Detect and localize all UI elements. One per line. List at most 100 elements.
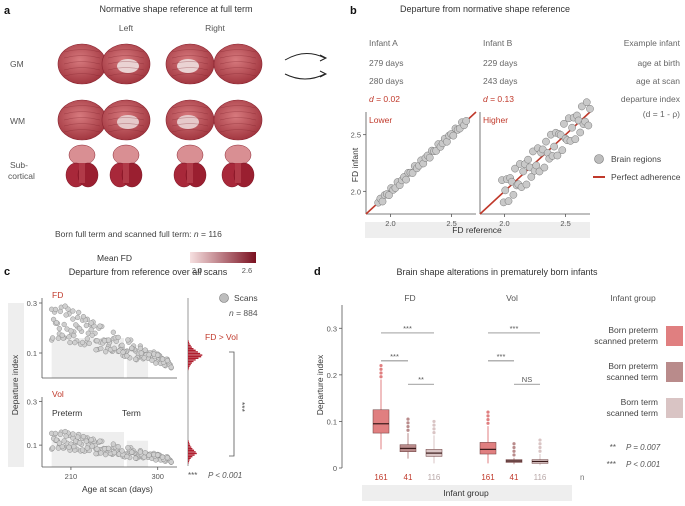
fd-histogram-bar bbox=[188, 352, 201, 355]
y-tick-label: 0.2 bbox=[327, 371, 337, 380]
fd-histogram-bar bbox=[188, 365, 190, 367]
brain-hemisphere-icon bbox=[57, 43, 107, 85]
gyrus-line bbox=[63, 129, 101, 133]
y-tick-label: 0.3 bbox=[27, 397, 37, 406]
scan-point bbox=[141, 454, 147, 460]
scan-point bbox=[98, 345, 104, 352]
vol-histogram-bar bbox=[188, 444, 191, 447]
group-legend-swatch bbox=[666, 398, 683, 418]
vol-histogram-bar bbox=[188, 451, 196, 453]
scan-point bbox=[115, 334, 121, 341]
scan-point bbox=[159, 356, 166, 362]
gyrus-line bbox=[63, 55, 101, 59]
medial-wall-icon bbox=[117, 115, 139, 129]
significance-label: *** bbox=[497, 352, 506, 361]
outlier-point bbox=[406, 428, 410, 432]
fd-histogram-bar bbox=[188, 343, 190, 345]
scan-point bbox=[137, 449, 143, 455]
scan-point bbox=[164, 357, 170, 364]
outlier-point bbox=[379, 367, 383, 371]
outlier-point bbox=[379, 363, 383, 368]
brain-region-point bbox=[550, 142, 558, 151]
brainstem-icon bbox=[123, 163, 129, 183]
medial-wall-icon bbox=[177, 115, 199, 129]
fd-histogram-bar bbox=[188, 356, 202, 358]
gyrus-line bbox=[107, 61, 145, 65]
group-legend-swatch bbox=[666, 362, 683, 382]
x-tick-label: 2.0 bbox=[499, 219, 509, 228]
scans-scatter: 0.1 0.3 0.1 0.3 210 300 bbox=[27, 298, 177, 481]
comparison-bracket bbox=[229, 351, 235, 457]
scan-point bbox=[77, 326, 83, 332]
infant-a-name: Infant A bbox=[369, 38, 398, 48]
outlier-point bbox=[538, 442, 542, 446]
fd-histogram-bar bbox=[188, 367, 190, 369]
row-cortical: cortical bbox=[8, 171, 35, 181]
vol-histogram-bar bbox=[188, 449, 195, 451]
gyrus-line bbox=[219, 61, 257, 65]
infant-a-scan: 280 days bbox=[369, 76, 404, 86]
example-infant: Example infant bbox=[624, 38, 681, 48]
scan-point bbox=[83, 322, 89, 329]
scan-point bbox=[80, 313, 87, 320]
pnote-2: P < 0.001 bbox=[626, 460, 660, 469]
scan-point bbox=[62, 428, 68, 435]
vol-histogram-bar bbox=[188, 441, 190, 443]
scan-point bbox=[168, 459, 174, 465]
gyrus-line bbox=[219, 105, 257, 109]
y-tick-label: 2.5 bbox=[351, 131, 361, 140]
histograms bbox=[187, 298, 203, 466]
c-vol-label: Vol bbox=[52, 389, 64, 399]
gyrus-line bbox=[107, 67, 145, 71]
panel-a-letter: a bbox=[4, 5, 11, 17]
scan-point bbox=[97, 438, 103, 444]
gyrus-line bbox=[63, 67, 101, 71]
outlier-point bbox=[538, 438, 542, 442]
scan-point bbox=[155, 452, 161, 458]
scan-point bbox=[57, 308, 63, 315]
lower-label: Lower bbox=[369, 115, 392, 125]
scan-point bbox=[146, 352, 152, 358]
vol-histogram-bar bbox=[188, 443, 190, 445]
scan-point bbox=[159, 454, 166, 460]
pnote-1: P = 0.007 bbox=[626, 443, 661, 452]
preterm-label: Preterm bbox=[52, 408, 82, 418]
significance-label: *** bbox=[510, 324, 519, 333]
scan-point bbox=[86, 340, 92, 346]
brain-region-point bbox=[560, 119, 568, 128]
outlier-point bbox=[486, 421, 490, 425]
d-xlabel: Infant group bbox=[443, 488, 489, 498]
term-label: Term bbox=[122, 408, 141, 418]
group-count: 161 bbox=[374, 473, 388, 482]
scan-point bbox=[66, 334, 72, 340]
brainstem-icon bbox=[235, 163, 241, 183]
brainstem-icon bbox=[79, 163, 85, 183]
panel-c-letter: c bbox=[4, 266, 10, 278]
scan-point bbox=[53, 319, 60, 326]
brain-region-point bbox=[378, 197, 387, 206]
scan-point bbox=[88, 327, 94, 333]
gyrus-line bbox=[63, 105, 101, 109]
scan-point bbox=[70, 316, 76, 322]
outlier-point bbox=[512, 442, 516, 446]
c-ylabel-bar bbox=[8, 303, 24, 467]
gyrus-line bbox=[63, 49, 101, 53]
colorbar-tick: 2.6 bbox=[242, 266, 252, 275]
brain-region-point bbox=[524, 155, 532, 164]
scan-point bbox=[132, 356, 139, 362]
outlier-point bbox=[379, 375, 383, 379]
outlier-point bbox=[486, 417, 490, 422]
outlier-point bbox=[538, 445, 542, 450]
infant-a-birth: 279 days bbox=[369, 58, 404, 68]
scan-point bbox=[132, 455, 139, 461]
panel-a-title: Normative shape reference at full term bbox=[99, 4, 252, 14]
gyrus-line bbox=[171, 73, 209, 77]
d-vol-header: Vol bbox=[506, 293, 518, 303]
example-d: departure index bbox=[621, 94, 681, 104]
legend-scans: Scans bbox=[234, 293, 258, 303]
gyrus-line bbox=[63, 61, 101, 65]
brain-region-point bbox=[519, 167, 528, 176]
outlier-point bbox=[432, 423, 436, 427]
